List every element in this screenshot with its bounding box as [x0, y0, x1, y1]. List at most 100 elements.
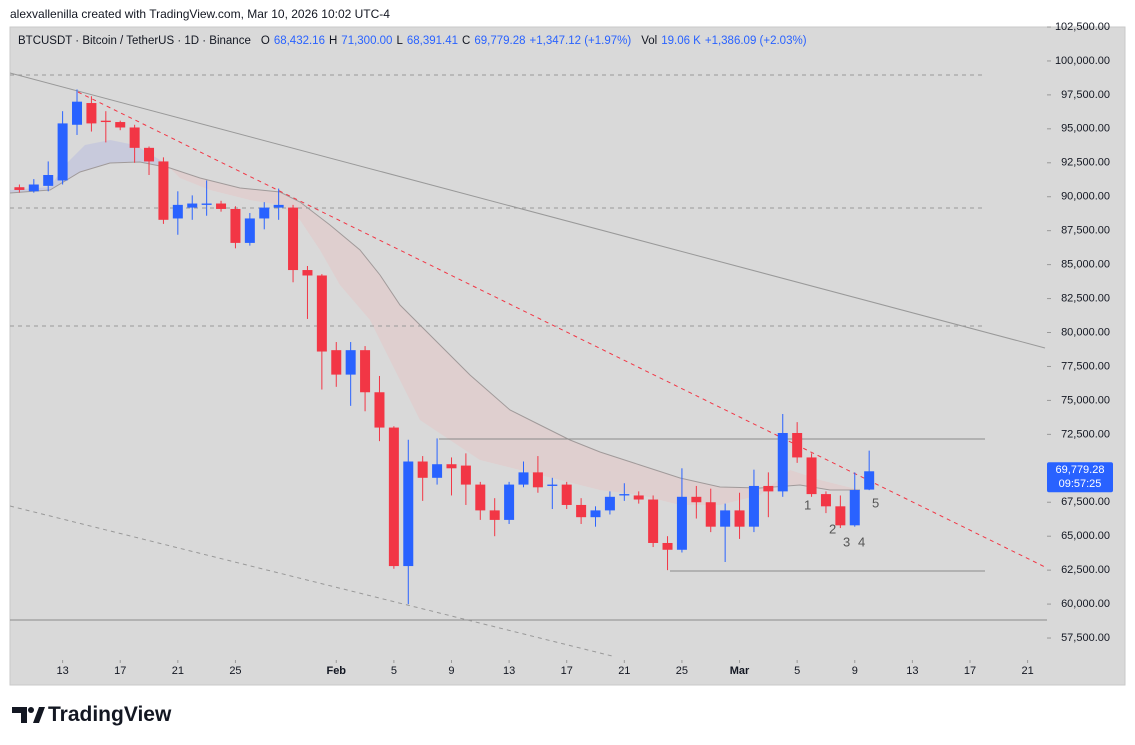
candle-body	[777, 432, 788, 492]
candle-body	[187, 203, 198, 208]
candles	[14, 89, 875, 605]
candle-body	[532, 472, 543, 488]
x-tick-label: 13	[56, 665, 68, 677]
candle-body	[144, 147, 155, 162]
candle-body	[115, 122, 126, 128]
trend-line	[10, 72, 1046, 349]
candle-body	[691, 496, 702, 503]
x-tick-label: 17	[561, 665, 573, 677]
candle-body	[720, 510, 731, 527]
y-tick-label: 65,000.00	[1061, 530, 1110, 542]
candle-body	[734, 510, 745, 527]
ohlc-value: 68,432.16	[273, 35, 325, 47]
candle-body	[849, 490, 860, 526]
candle-body	[748, 485, 759, 527]
candle-body	[446, 464, 457, 469]
ohlc-label: O	[260, 35, 270, 47]
candle-body	[662, 542, 673, 550]
candle-body	[417, 461, 428, 478]
volume-change: +1,386.09 (+2.03%)	[704, 35, 807, 47]
y-tick-label: 60,000.00	[1061, 598, 1110, 610]
y-tick-label: 72,500.00	[1061, 428, 1110, 440]
x-tick-label: 9	[448, 665, 454, 677]
footer-brand: TradingView	[48, 703, 172, 726]
x-tick-label: Feb	[326, 665, 346, 677]
x-tick-label: 17	[114, 665, 126, 677]
ema-band	[10, 140, 170, 193]
candle-body	[345, 350, 356, 375]
candle-body	[57, 123, 68, 181]
candle-body	[273, 204, 284, 208]
candle-body	[489, 510, 500, 520]
ema-line	[10, 161, 860, 491]
candle-body	[806, 457, 817, 495]
y-tick-label: 75,000.00	[1061, 394, 1110, 406]
x-tick-label: 25	[229, 665, 241, 677]
footer-logo	[12, 707, 45, 723]
candle-body	[864, 471, 875, 490]
ema-band	[170, 168, 860, 505]
candle-body	[633, 495, 644, 500]
candle-body	[504, 484, 515, 520]
candle-body	[561, 484, 572, 505]
y-tick-label: 67,500.00	[1061, 496, 1110, 508]
candle-body	[403, 461, 414, 567]
candle-body	[331, 350, 342, 375]
candle-body	[820, 494, 831, 507]
y-tick-label: 102,500.00	[1055, 21, 1110, 33]
candle-body	[547, 484, 558, 486]
y-tick-label: 97,500.00	[1061, 89, 1110, 101]
ohlc-label: C	[462, 35, 471, 47]
ohlc-value: 71,300.00	[341, 35, 393, 47]
wave-label: 2	[829, 521, 836, 536]
candle-body	[259, 207, 270, 219]
candle-body	[705, 502, 716, 527]
candle-body	[590, 510, 601, 518]
candle-body	[432, 464, 443, 478]
x-tick-label: 5	[794, 665, 800, 677]
candle-body	[43, 175, 54, 186]
y-tick-label: 80,000.00	[1061, 326, 1110, 338]
volume-value: 19.06 K	[661, 35, 701, 47]
candle-body	[676, 496, 687, 550]
last-price-box	[1047, 462, 1113, 493]
last-price-label: 69,779.28	[1056, 464, 1105, 476]
candle-body	[288, 207, 299, 271]
y-tick-label: 100,000.00	[1055, 55, 1110, 67]
trend-line	[77, 91, 1046, 568]
countdown-label: 09:57:25	[1059, 478, 1102, 490]
ohlc-value: 68,391.41	[406, 35, 459, 47]
y-tick-label: 85,000.00	[1061, 259, 1110, 271]
drawings	[10, 72, 1047, 657]
candle-body	[518, 472, 529, 485]
x-tick-label: 9	[852, 665, 858, 677]
y-tick-label: 92,500.00	[1061, 157, 1110, 169]
candle-body	[14, 187, 25, 190]
ohlc-label: H	[328, 35, 338, 47]
volume-label: Vol	[641, 35, 658, 47]
x-tick-label: 25	[676, 665, 688, 677]
candle-body	[388, 427, 399, 567]
candle-body	[360, 350, 371, 393]
y-tick-label: 90,000.00	[1061, 191, 1110, 203]
y-tick-label: 62,500.00	[1061, 564, 1110, 576]
x-tick-label: Mar	[730, 665, 750, 677]
attribution: alexvallenilla created with TradingView.…	[10, 7, 390, 21]
candle-body	[835, 506, 846, 526]
candle-body	[374, 392, 385, 428]
candle-body	[172, 204, 183, 219]
y-tick-label: 95,000.00	[1061, 123, 1110, 135]
candle-body	[302, 270, 313, 276]
x-tick-label: 13	[906, 665, 918, 677]
y-tick-label: 82,500.00	[1061, 292, 1110, 304]
candle-body	[460, 465, 471, 485]
candle-body	[72, 101, 83, 125]
x-tick-label: 5	[391, 665, 397, 677]
candle-body	[604, 496, 615, 511]
candle-body	[86, 103, 97, 124]
chart-background	[9, 26, 1126, 686]
candle-body	[576, 504, 587, 518]
candle-body	[158, 161, 169, 220]
symbol-legend: BTCUSDT · Bitcoin / TetherUS · 1D · Bina…	[18, 35, 807, 47]
